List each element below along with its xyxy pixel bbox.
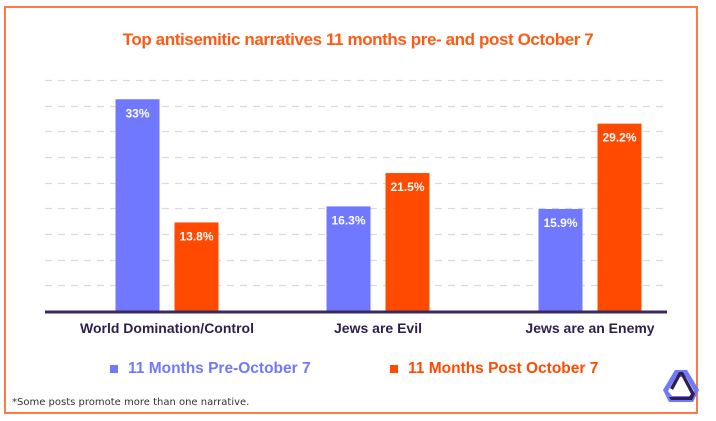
legend-label-post: 11 Months Post October 7 bbox=[408, 360, 599, 377]
category-label-0: World Domination/Control bbox=[80, 320, 254, 336]
legend-swatch-pre bbox=[110, 365, 118, 373]
bar-pre-0 bbox=[115, 99, 160, 311]
legend-swatch-post bbox=[390, 365, 398, 373]
bar-pre-1 bbox=[326, 206, 371, 311]
bar-post-1 bbox=[385, 173, 430, 311]
legend-label-pre: 11 Months Pre-October 7 bbox=[128, 360, 311, 377]
data-label-pre-1: 16.3% bbox=[331, 213, 365, 227]
data-label-pre-2: 15.9% bbox=[543, 216, 577, 230]
bar-pre-2 bbox=[538, 208, 583, 311]
legend-item-pre: 11 Months Pre-October 7 bbox=[110, 360, 311, 378]
chart-title: Top antisemitic narratives 11 months pre… bbox=[122, 30, 594, 49]
data-label-post-2: 29.2% bbox=[602, 131, 636, 145]
legend-item-post: 11 Months Post October 7 bbox=[390, 360, 598, 378]
bar-post-0 bbox=[174, 222, 219, 311]
data-label-pre-0: 33% bbox=[125, 106, 149, 120]
data-label-post-0: 13.8% bbox=[179, 229, 213, 243]
bar-post-2 bbox=[597, 123, 642, 311]
legend: 11 Months Pre-October 7 11 Months Post O… bbox=[0, 360, 716, 384]
data-label-post-1: 21.5% bbox=[390, 180, 424, 194]
triangle-hexagon-logo-icon bbox=[663, 370, 699, 402]
footnote: *Some posts promote more than one narrat… bbox=[12, 397, 250, 408]
chart-frame bbox=[4, 6, 698, 414]
category-label-1: Jews are Evil bbox=[334, 320, 422, 336]
category-label-2: Jews are an Enemy bbox=[525, 320, 654, 336]
